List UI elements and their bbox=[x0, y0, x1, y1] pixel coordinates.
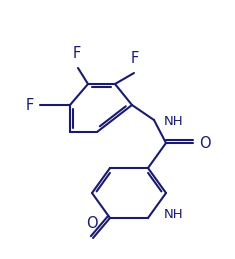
Text: NH: NH bbox=[164, 208, 184, 221]
Text: O: O bbox=[199, 135, 211, 150]
Text: NH: NH bbox=[164, 114, 184, 127]
Text: F: F bbox=[26, 97, 34, 112]
Text: O: O bbox=[86, 216, 98, 231]
Text: F: F bbox=[131, 51, 139, 66]
Text: F: F bbox=[73, 46, 81, 61]
